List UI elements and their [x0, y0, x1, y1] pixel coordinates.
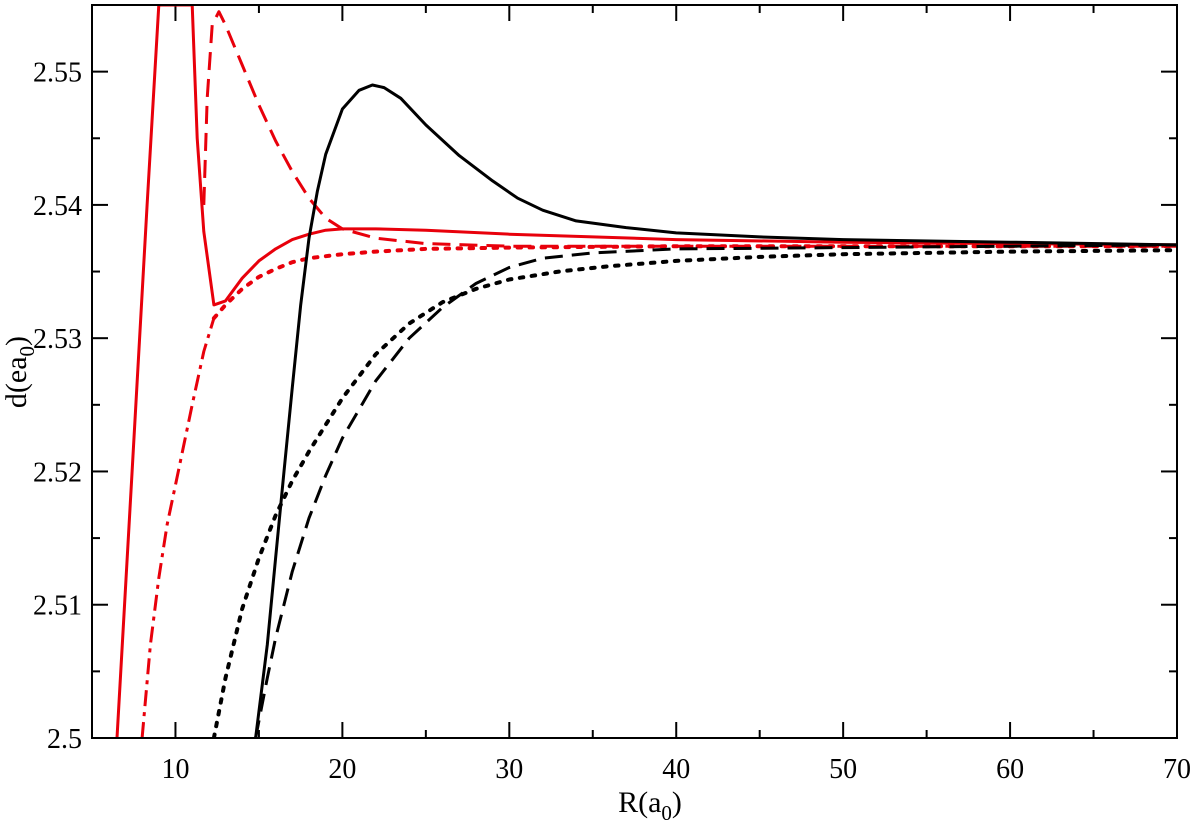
y-axis-title-main: d(ea — [0, 356, 33, 408]
x-tick-label: 40 — [662, 754, 690, 785]
series-line-1 — [115, 5, 1177, 738]
y-tick-label: 2.52 — [33, 457, 82, 488]
series-line-4 — [211, 244, 1177, 321]
x-tick-label: 20 — [328, 754, 356, 785]
y-tick-label: 2.55 — [33, 58, 82, 89]
y-tick-label: 2.53 — [33, 324, 82, 355]
y-axis-title: d(ea0) — [0, 336, 39, 408]
x-axis-title-main: R(a — [618, 786, 661, 819]
plot-frame — [91, 4, 1178, 739]
tick-labels: 10 20 30 40 50 60 70 2.5 2.51 2.52 2.53 2.54 2.55 — [33, 58, 1191, 785]
y-axis-title-sub: 0 — [15, 346, 39, 357]
series-line-6 — [254, 243, 1177, 738]
x-tick-label: 60 — [996, 754, 1024, 785]
series-layer — [115, 5, 1177, 738]
y-tick-label: 2.54 — [33, 191, 82, 222]
y-tick-label: 2.51 — [33, 591, 82, 622]
axis-ticks — [91, 4, 1178, 739]
series-line-5 — [254, 83, 1177, 738]
x-tick-label: 50 — [829, 754, 857, 785]
x-tick-label: 30 — [495, 754, 523, 785]
series-line-2 — [202, 10, 1177, 248]
x-axis-title-close: ) — [672, 786, 682, 819]
y-tick-label: 2.5 — [47, 724, 82, 755]
x-axis-title-sub: 0 — [661, 801, 672, 825]
x-tick-label: 10 — [161, 754, 189, 785]
series-line-7 — [211, 248, 1177, 738]
x-tick-label: 70 — [1163, 754, 1191, 785]
series-line-3 — [140, 317, 216, 738]
y-axis-title-close: ) — [0, 336, 33, 346]
x-axis-title: R(a0) — [618, 786, 682, 825]
